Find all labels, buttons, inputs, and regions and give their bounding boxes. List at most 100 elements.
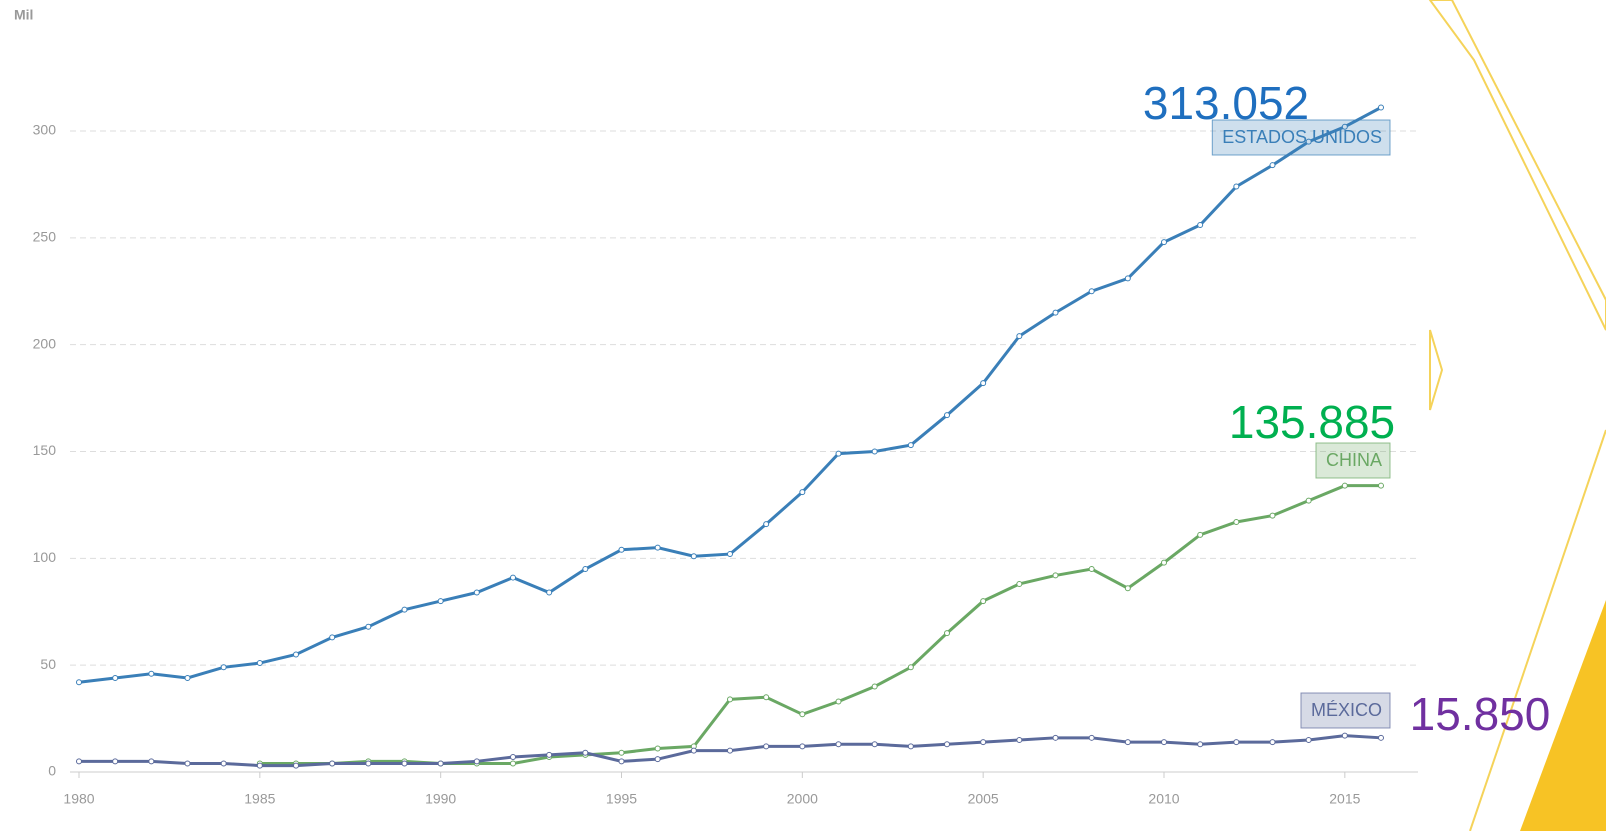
- x-tick-label: 1985: [244, 791, 275, 807]
- x-tick-label: 1995: [606, 791, 637, 807]
- series-label: MÉXICO: [1311, 700, 1382, 720]
- y-tick-label: 250: [33, 229, 57, 245]
- data-point: [690, 747, 697, 754]
- series-line: [78, 106, 1382, 684]
- data-point: [546, 589, 553, 596]
- data-point: [799, 711, 806, 718]
- data-point: [1233, 183, 1240, 190]
- data-point: [148, 670, 155, 677]
- data-point: [727, 747, 733, 754]
- data-point: [1269, 162, 1276, 169]
- data-point: [654, 544, 661, 551]
- data-point: [220, 664, 227, 671]
- data-point: [1161, 739, 1167, 746]
- data-point: [1197, 741, 1204, 748]
- data-point: [365, 760, 372, 767]
- data-point: [835, 698, 842, 705]
- data-point: [1305, 497, 1312, 504]
- x-tick-label: 2005: [968, 791, 999, 807]
- series-label-box: [1211, 119, 1391, 156]
- y-tick-label: 0: [48, 763, 56, 779]
- data-point: [184, 760, 191, 767]
- decoration: [1520, 600, 1606, 831]
- annotation: 15.850: [1410, 688, 1551, 740]
- data-point: [1016, 580, 1023, 587]
- x-tick-label: 2000: [787, 791, 818, 807]
- y-tick-label: 300: [33, 122, 57, 138]
- data-point: [944, 741, 950, 748]
- data-point: [1305, 138, 1312, 145]
- data-point: [1124, 739, 1131, 746]
- y-tick-label: 150: [33, 442, 57, 458]
- decoration: [1428, 0, 1606, 331]
- data-point: [907, 442, 914, 449]
- y-axis-label: Mil: [14, 7, 33, 23]
- data-point: [329, 634, 336, 641]
- data-point: [799, 743, 806, 750]
- y-tick-label: 200: [33, 335, 57, 351]
- data-point: [1197, 531, 1204, 538]
- x-tick-label: 1980: [63, 791, 94, 807]
- data-point: [1052, 734, 1059, 741]
- data-point: [510, 574, 516, 581]
- data-point: [582, 749, 589, 756]
- series-line: [259, 484, 1381, 765]
- data-point: [1197, 222, 1204, 229]
- decoration: [1469, 429, 1606, 831]
- x-tick-label: 2010: [1148, 791, 1179, 807]
- data-point: [1088, 734, 1095, 741]
- data-point: [293, 651, 299, 658]
- data-point: [510, 760, 516, 767]
- y-tick-label: 100: [33, 549, 57, 565]
- data-point: [654, 745, 661, 752]
- data-point: [1341, 482, 1348, 489]
- y-tick-label: 50: [40, 656, 56, 672]
- data-point: [1016, 736, 1023, 743]
- data-point: [582, 566, 589, 573]
- data-point: [690, 553, 697, 560]
- data-point: [618, 749, 625, 756]
- data-point: [510, 754, 516, 761]
- data-point: [654, 756, 661, 763]
- data-point: [835, 450, 842, 457]
- data-point: [871, 448, 878, 455]
- data-point: [1052, 309, 1059, 316]
- data-point: [980, 739, 987, 746]
- series-label-box: [1300, 692, 1391, 729]
- data-point: [1341, 123, 1348, 130]
- data-point: [944, 630, 950, 637]
- series-label-box: [1315, 442, 1391, 479]
- data-point: [871, 741, 878, 748]
- data-point: [329, 760, 336, 767]
- data-point: [1052, 572, 1059, 579]
- data-point: [835, 741, 842, 748]
- data-point: [1233, 739, 1240, 746]
- data-point: [76, 758, 82, 765]
- data-point: [727, 696, 733, 703]
- data-point: [944, 412, 950, 419]
- data-point: [1161, 559, 1167, 566]
- x-tick-label: 2015: [1329, 791, 1360, 807]
- data-point: [437, 598, 444, 605]
- data-point: [401, 760, 408, 767]
- data-point: [763, 521, 770, 528]
- annotation: 313.052: [1143, 77, 1309, 129]
- series-label: CHINA: [1326, 450, 1382, 470]
- data-point: [907, 664, 914, 671]
- data-point: [763, 743, 770, 750]
- data-point: [293, 762, 299, 769]
- series-label: ESTADOS UNIDOS: [1222, 127, 1382, 147]
- data-point: [546, 751, 553, 758]
- data-point: [980, 380, 987, 387]
- data-point: [763, 694, 770, 701]
- data-point: [148, 758, 155, 765]
- annotation: 135.885: [1229, 396, 1395, 448]
- data-point: [1269, 739, 1276, 746]
- data-point: [184, 674, 191, 681]
- data-point: [871, 683, 878, 690]
- data-point: [256, 762, 263, 769]
- data-point: [980, 598, 987, 605]
- data-point: [1378, 482, 1384, 489]
- data-point: [112, 674, 119, 681]
